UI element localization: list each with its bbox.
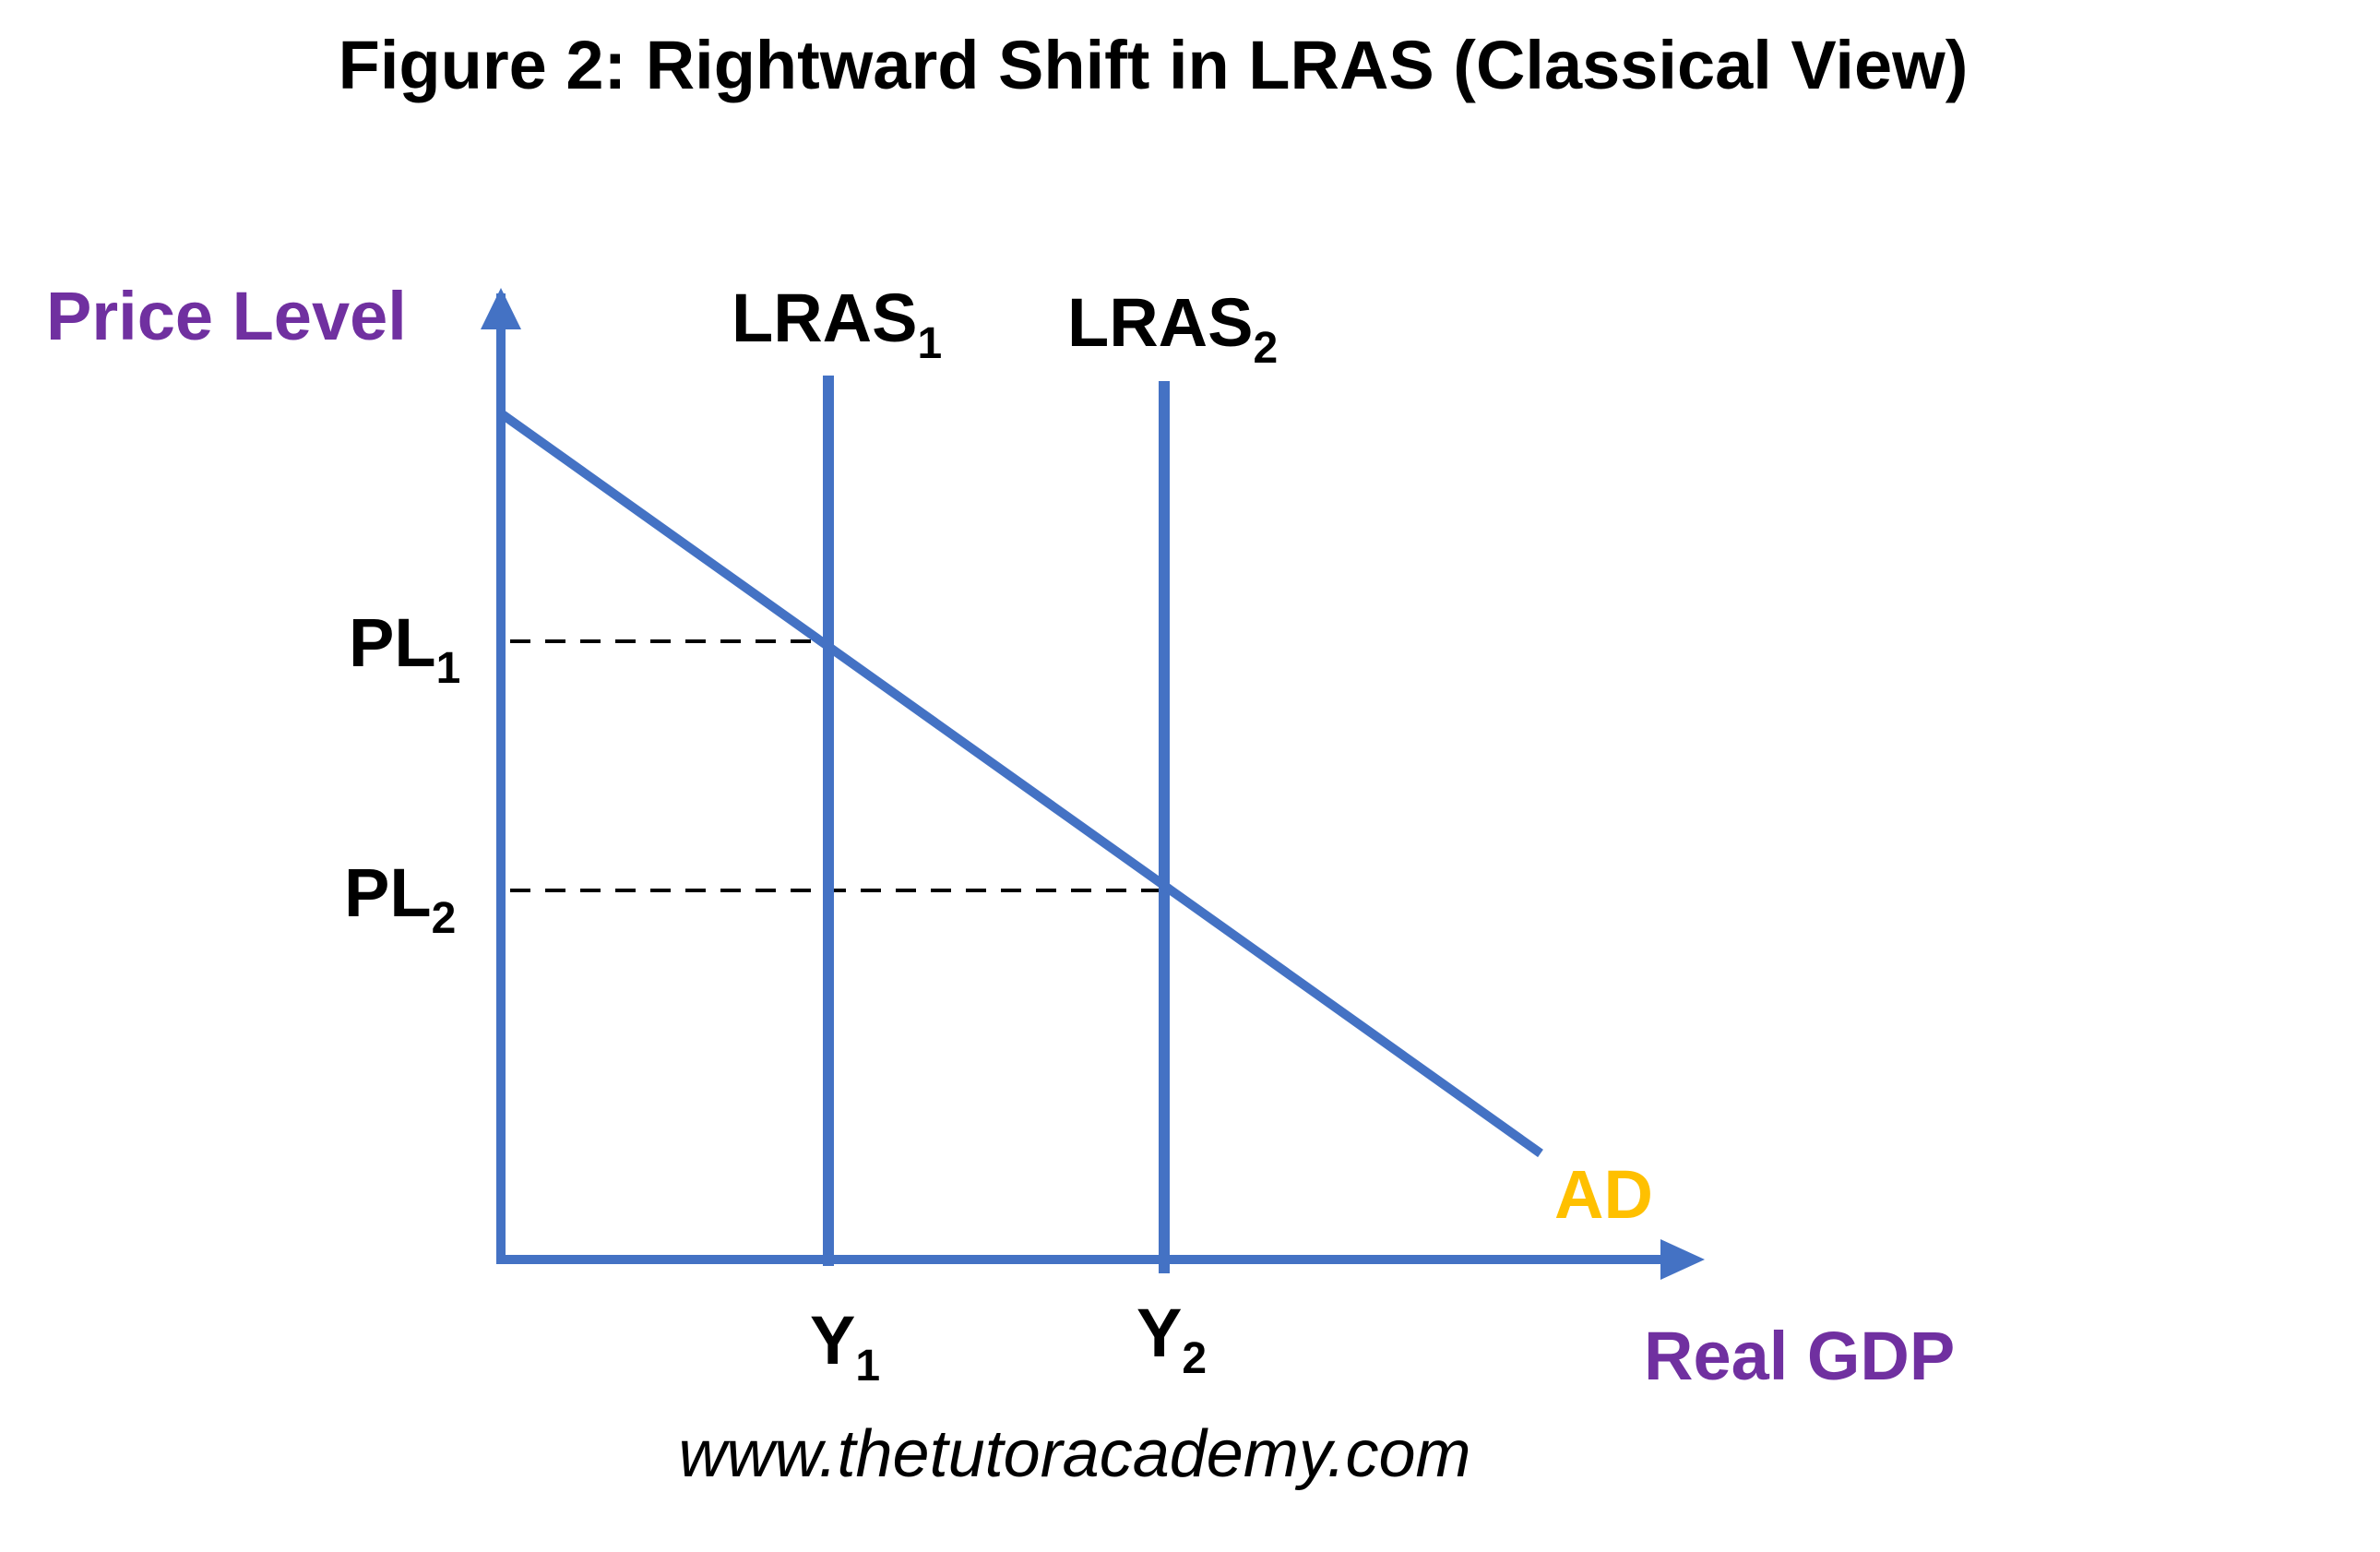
lras1-label: LRAS1 (732, 280, 942, 368)
y1-label: Y1 (810, 1302, 880, 1391)
pl2-label: PL2 (344, 854, 456, 943)
x-axis-label: Real GDP (1644, 1318, 1955, 1394)
y-axis-label: Price Level (46, 278, 407, 354)
x-axis-arrow (1660, 1239, 1705, 1280)
y-axis-arrow (481, 288, 521, 329)
pl1-label: PL1 (349, 604, 460, 693)
website-credit: www.thetutoracademy.com (678, 1417, 1471, 1491)
y2-label: Y2 (1136, 1295, 1207, 1383)
ad-label: AD (1554, 1156, 1653, 1233)
ad-curve (498, 409, 1543, 1158)
lras2-label: LRAS2 (1067, 284, 1278, 373)
figure-title: Figure 2: Rightward Shift in LRAS (Class… (338, 27, 1969, 103)
